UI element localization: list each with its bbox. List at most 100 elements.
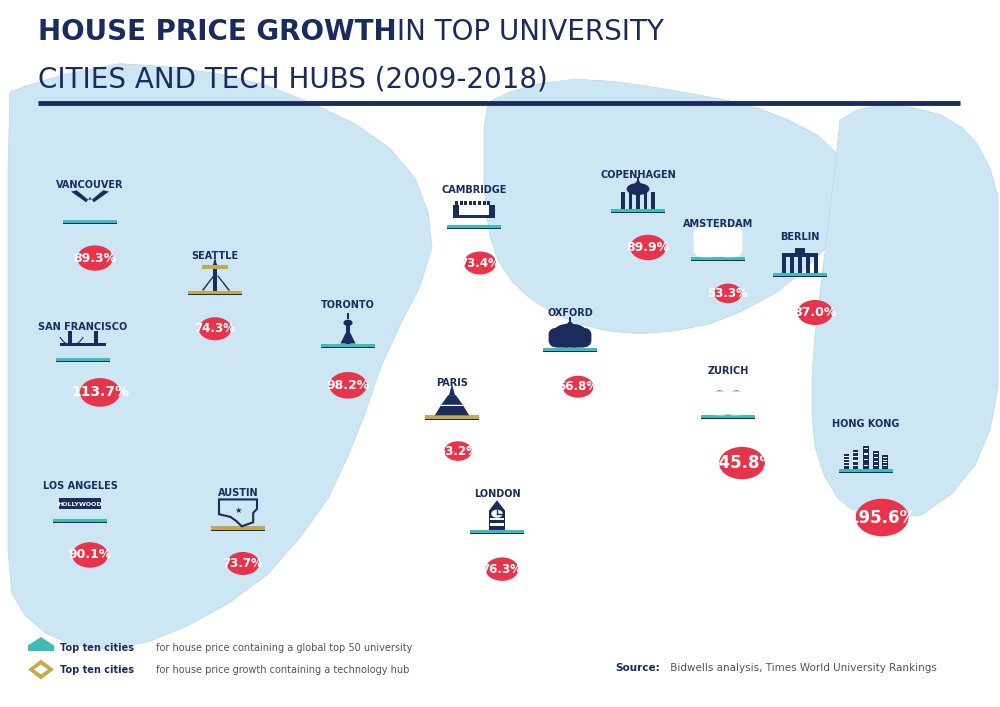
FancyBboxPatch shape: [882, 455, 888, 469]
Text: Top ten cities: Top ten cities: [60, 643, 134, 653]
Circle shape: [485, 557, 519, 581]
FancyBboxPatch shape: [202, 264, 228, 269]
Ellipse shape: [714, 390, 725, 397]
FancyBboxPatch shape: [447, 225, 501, 228]
Polygon shape: [28, 637, 54, 645]
Polygon shape: [712, 245, 724, 257]
FancyBboxPatch shape: [543, 348, 597, 351]
Circle shape: [491, 510, 503, 518]
FancyBboxPatch shape: [795, 248, 805, 253]
FancyBboxPatch shape: [694, 234, 720, 250]
Text: 87.0%: 87.0%: [793, 306, 837, 319]
FancyBboxPatch shape: [694, 240, 720, 257]
Text: for house price containing a global top 50 university: for house price containing a global top …: [153, 643, 412, 653]
FancyBboxPatch shape: [864, 464, 868, 466]
FancyBboxPatch shape: [644, 192, 647, 209]
FancyBboxPatch shape: [611, 212, 665, 214]
Text: LOS ANGELES: LOS ANGELES: [43, 481, 117, 491]
Text: SEATTLE: SEATTLE: [191, 251, 239, 261]
FancyBboxPatch shape: [555, 332, 585, 344]
FancyBboxPatch shape: [864, 453, 868, 455]
FancyBboxPatch shape: [707, 398, 732, 415]
FancyBboxPatch shape: [28, 645, 54, 651]
FancyBboxPatch shape: [691, 257, 745, 260]
FancyBboxPatch shape: [883, 457, 887, 458]
Polygon shape: [213, 257, 217, 265]
Text: 66.8%: 66.8%: [557, 380, 599, 393]
Text: 53.2%: 53.2%: [438, 445, 478, 457]
Text: CAMBRIDGE: CAMBRIDGE: [441, 185, 507, 195]
Text: 89.9%: 89.9%: [626, 241, 670, 254]
Circle shape: [562, 375, 594, 398]
Circle shape: [714, 284, 742, 303]
Polygon shape: [202, 276, 215, 291]
Text: for house price growth containing a technology hub: for house price growth containing a tech…: [153, 665, 409, 674]
Circle shape: [464, 252, 496, 274]
Text: 73.7%: 73.7%: [223, 557, 263, 570]
FancyBboxPatch shape: [853, 452, 858, 453]
FancyBboxPatch shape: [629, 192, 632, 209]
Text: SAN FRANCISCO: SAN FRANCISCO: [38, 322, 128, 332]
Text: Source:: Source:: [615, 663, 660, 673]
Text: 98.2%: 98.2%: [326, 379, 370, 392]
Circle shape: [77, 245, 113, 271]
Text: 74.3%: 74.3%: [195, 322, 235, 335]
FancyBboxPatch shape: [455, 201, 458, 204]
FancyBboxPatch shape: [806, 257, 810, 273]
FancyBboxPatch shape: [459, 205, 489, 216]
Text: AUSTIN: AUSTIN: [218, 488, 258, 498]
Text: OXFORD: OXFORD: [547, 308, 593, 317]
FancyBboxPatch shape: [478, 201, 481, 204]
FancyBboxPatch shape: [839, 472, 893, 473]
Circle shape: [343, 320, 353, 326]
FancyBboxPatch shape: [94, 331, 98, 346]
Text: TORONTO: TORONTO: [321, 300, 375, 310]
Circle shape: [630, 235, 666, 260]
Text: COPENHAGEN: COPENHAGEN: [600, 170, 676, 180]
FancyBboxPatch shape: [469, 201, 472, 204]
FancyBboxPatch shape: [636, 192, 640, 209]
Polygon shape: [217, 276, 230, 291]
Circle shape: [444, 441, 472, 461]
FancyBboxPatch shape: [716, 240, 742, 257]
FancyBboxPatch shape: [874, 464, 878, 466]
Polygon shape: [340, 333, 356, 344]
Text: LONDON: LONDON: [474, 489, 520, 499]
FancyBboxPatch shape: [844, 459, 849, 460]
FancyBboxPatch shape: [490, 523, 504, 526]
FancyBboxPatch shape: [721, 397, 735, 415]
FancyBboxPatch shape: [321, 346, 375, 348]
FancyBboxPatch shape: [188, 291, 242, 293]
FancyBboxPatch shape: [863, 446, 869, 469]
FancyBboxPatch shape: [453, 204, 495, 218]
FancyBboxPatch shape: [188, 293, 242, 295]
Polygon shape: [34, 665, 48, 674]
FancyBboxPatch shape: [874, 457, 878, 458]
Polygon shape: [441, 395, 463, 404]
FancyBboxPatch shape: [844, 456, 849, 457]
FancyBboxPatch shape: [487, 201, 490, 204]
FancyBboxPatch shape: [790, 257, 794, 273]
Circle shape: [199, 317, 231, 340]
Text: 90.1%: 90.1%: [68, 549, 112, 561]
FancyBboxPatch shape: [839, 469, 893, 472]
FancyBboxPatch shape: [873, 451, 879, 469]
FancyBboxPatch shape: [611, 209, 665, 212]
FancyBboxPatch shape: [724, 398, 749, 415]
FancyBboxPatch shape: [724, 237, 735, 257]
FancyBboxPatch shape: [621, 192, 625, 209]
Circle shape: [329, 372, 367, 399]
Circle shape: [797, 300, 833, 325]
FancyBboxPatch shape: [347, 312, 349, 320]
FancyBboxPatch shape: [489, 511, 505, 530]
FancyBboxPatch shape: [844, 462, 849, 463]
FancyBboxPatch shape: [651, 192, 655, 209]
FancyBboxPatch shape: [63, 220, 117, 223]
Polygon shape: [435, 404, 469, 415]
Text: 76.3%: 76.3%: [482, 563, 522, 575]
FancyBboxPatch shape: [883, 460, 887, 461]
Text: HOUSE PRICE GROWTH: HOUSE PRICE GROWTH: [38, 18, 397, 46]
FancyBboxPatch shape: [714, 395, 725, 415]
Polygon shape: [484, 79, 848, 334]
Ellipse shape: [731, 390, 742, 397]
